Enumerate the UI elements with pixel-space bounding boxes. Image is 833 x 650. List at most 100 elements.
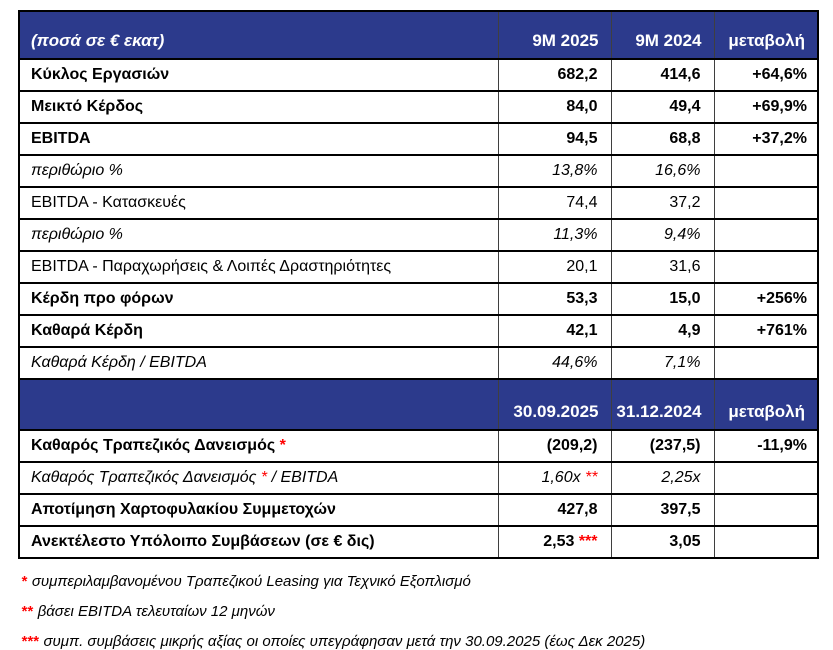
- asterisk-marker: *: [21, 573, 27, 590]
- change-cell: [713, 186, 819, 220]
- table-row: Ανεκτέλεστο Υπόλοιπο Συμβάσεων (σε € δις…: [18, 525, 819, 559]
- asterisk-marker: **: [585, 469, 598, 486]
- row-label-cell: Κέρδη προ φόρων: [18, 282, 499, 316]
- text-part: 74,4: [566, 194, 598, 211]
- change-cell: [713, 525, 819, 559]
- change-cell: [713, 461, 819, 495]
- footnote-text: συμπεριλαμβανομένου Τραπεζικού Leasing γ…: [31, 573, 471, 590]
- change-cell: [713, 218, 819, 252]
- change-cell: [713, 346, 819, 380]
- table-row: Καθαρά Κέρδη 42,1 4,9 +761%: [18, 314, 819, 348]
- change-cell: +37,2%: [713, 122, 819, 156]
- text-part: 53,3: [566, 290, 598, 307]
- footnote-ebitda-12m: ** βάσει EBITDA τελευταίων 12 μηνών: [21, 603, 817, 620]
- table-row: Καθαρός Τραπεζικός Δανεισμός * / EBITDA …: [18, 461, 819, 495]
- value-current-cell: 53,3: [497, 282, 612, 316]
- text-part: EBITDA - Κατασκευές: [31, 194, 186, 211]
- value-current-cell: 84,0: [497, 90, 612, 124]
- value-current-cell: 13,8%: [497, 154, 612, 188]
- row-label-cell: EBITDA - Παραχωρήσεις & Λοιπές Δραστηριό…: [18, 250, 499, 284]
- row-label-cell: Μεικτό Κέρδος: [18, 90, 499, 124]
- row-label-cell: Καθαρός Τραπεζικός Δανεισμός *: [18, 429, 499, 463]
- footnote-leasing: * συμπεριλαμβανομένου Τραπεζικού Leasing …: [21, 573, 817, 590]
- text-part: Μεικτό Κέρδος: [31, 98, 144, 115]
- table-row: Καθαρός Τραπεζικός Δανεισμός * (209,2) (…: [18, 429, 819, 463]
- change-cell: +256%: [713, 282, 819, 316]
- asterisk-marker: **: [21, 603, 33, 620]
- table-row: EBITDA - Κατασκευές 74,4 37,2: [18, 186, 819, 220]
- text-part: Κέρδη προ φόρων: [31, 290, 174, 307]
- text-part: 20,1: [566, 258, 598, 275]
- table-row: περιθώριο % 13,8% 16,6%: [18, 154, 819, 188]
- value-prior-cell: 9,4%: [610, 218, 715, 252]
- change-cell: +69,9%: [713, 90, 819, 124]
- text-part: 427,8: [557, 501, 598, 518]
- table-row: Αποτίμηση Χαρτοφυλακίου Συμμετοχών 427,8…: [18, 493, 819, 527]
- footnotes: * συμπεριλαμβανομένου Τραπεζικού Leasing …: [18, 573, 817, 650]
- value-current-cell: 682,2: [497, 58, 612, 92]
- text-part: Καθαρά Κέρδη: [31, 322, 143, 339]
- text-part: 42,1: [566, 322, 598, 339]
- text-part: Καθαρά Κέρδη / EBITDA: [31, 354, 207, 371]
- text-part: EBITDA - Παραχωρήσεις & Λοιπές Δραστηριό…: [31, 258, 392, 275]
- footnote-text: συμπ. συμβάσεις μικρής αξίας οι οποίες υ…: [43, 633, 646, 650]
- text-part: περιθώριο %: [31, 226, 123, 243]
- value-prior-cell: 2,25x: [610, 461, 715, 495]
- row-label-cell: Καθαρά Κέρδη / EBITDA: [18, 346, 499, 380]
- table-row: EBITDA - Παραχωρήσεις & Λοιπές Δραστηριό…: [18, 250, 819, 284]
- value-current-cell: (209,2): [497, 429, 612, 463]
- change-cell: +761%: [713, 314, 819, 348]
- value-prior-cell: (237,5): [610, 429, 715, 463]
- row-label-cell: περιθώριο %: [18, 218, 499, 252]
- text-part: 84,0: [566, 98, 598, 115]
- value-prior-cell: 7,1%: [610, 346, 715, 380]
- text-part: Κύκλος Εργασιών: [31, 66, 170, 83]
- value-prior-cell: 31,6: [610, 250, 715, 284]
- text-part: (209,2): [546, 437, 598, 454]
- row-label-cell: περιθώριο %: [18, 154, 499, 188]
- change-cell: -11,9%: [713, 429, 819, 463]
- value-current-cell: 20,1: [497, 250, 612, 284]
- row-label-cell: Καθαρός Τραπεζικός Δανεισμός * / EBITDA: [18, 461, 499, 495]
- text-part: / EBITDA: [267, 469, 339, 486]
- value-prior-cell: 49,4: [610, 90, 715, 124]
- text-part: Καθαρός Τραπεζικός Δανεισμός: [31, 437, 280, 454]
- row-label-cell: Αποτίμηση Χαρτοφυλακίου Συμμετοχών: [18, 493, 499, 527]
- text-part: 94,5: [566, 130, 598, 147]
- table-row: περιθώριο % 11,3% 9,4%: [18, 218, 819, 252]
- text-part: Καθαρός Τραπεζικός Δανεισμός: [31, 469, 261, 486]
- col-header-change: μεταβολή: [713, 10, 819, 60]
- text-part: Ανεκτέλεστο Υπόλοιπο Συμβάσεων (σε € δις…: [31, 533, 375, 550]
- row-label-cell: EBITDA - Κατασκευές: [18, 186, 499, 220]
- asterisk-marker: ***: [21, 633, 39, 650]
- col-header-30-09-2025: 30.09.2025: [497, 378, 612, 431]
- footnote-backlog: *** συμπ. συμβάσεις μικρής αξίας οι οποίε…: [21, 633, 817, 650]
- text-part: 2,53: [543, 533, 579, 550]
- value-prior-cell: 68,8: [610, 122, 715, 156]
- table-header-row-primary: (ποσά σε € εκατ) 9M 2025 9M 2024 μεταβολ…: [18, 10, 819, 60]
- table-row: Κέρδη προ φόρων 53,3 15,0 +256%: [18, 282, 819, 316]
- change-cell: +64,6%: [713, 58, 819, 92]
- value-prior-cell: 16,6%: [610, 154, 715, 188]
- row-label-cell: Ανεκτέλεστο Υπόλοιπο Συμβάσεων (σε € δις…: [18, 525, 499, 559]
- balance-sheet-section: 30.09.2025 31.12.2024 μεταβολή Καθαρός Τ…: [18, 378, 819, 559]
- value-prior-cell: 397,5: [610, 493, 715, 527]
- col-header-9m-2025: 9M 2025: [497, 10, 612, 60]
- value-prior-cell: 37,2: [610, 186, 715, 220]
- asterisk-marker: *: [279, 437, 286, 454]
- row-label-cell: Κύκλος Εργασιών: [18, 58, 499, 92]
- text-part: 11,3%: [553, 226, 598, 243]
- units-label: (ποσά σε € εκατ): [18, 10, 499, 60]
- change-cell: [713, 493, 819, 527]
- table-row: Κύκλος Εργασιών 682,2 414,6 +64,6%: [18, 58, 819, 92]
- value-prior-cell: 15,0: [610, 282, 715, 316]
- table-row: EBITDA 94,5 68,8 +37,2%: [18, 122, 819, 156]
- col-header-change-2: μεταβολή: [713, 378, 819, 431]
- value-prior-cell: 3,05: [610, 525, 715, 559]
- text-part: 13,8%: [552, 162, 598, 179]
- col-header-9m-2024: 9M 2024: [610, 10, 715, 60]
- income-statement-section: (ποσά σε € εκατ) 9M 2025 9M 2024 μεταβολ…: [18, 10, 819, 380]
- value-current-cell: 1,60x **: [497, 461, 612, 495]
- financial-results-table: (ποσά σε € εκατ) 9M 2025 9M 2024 μεταβολ…: [18, 10, 819, 559]
